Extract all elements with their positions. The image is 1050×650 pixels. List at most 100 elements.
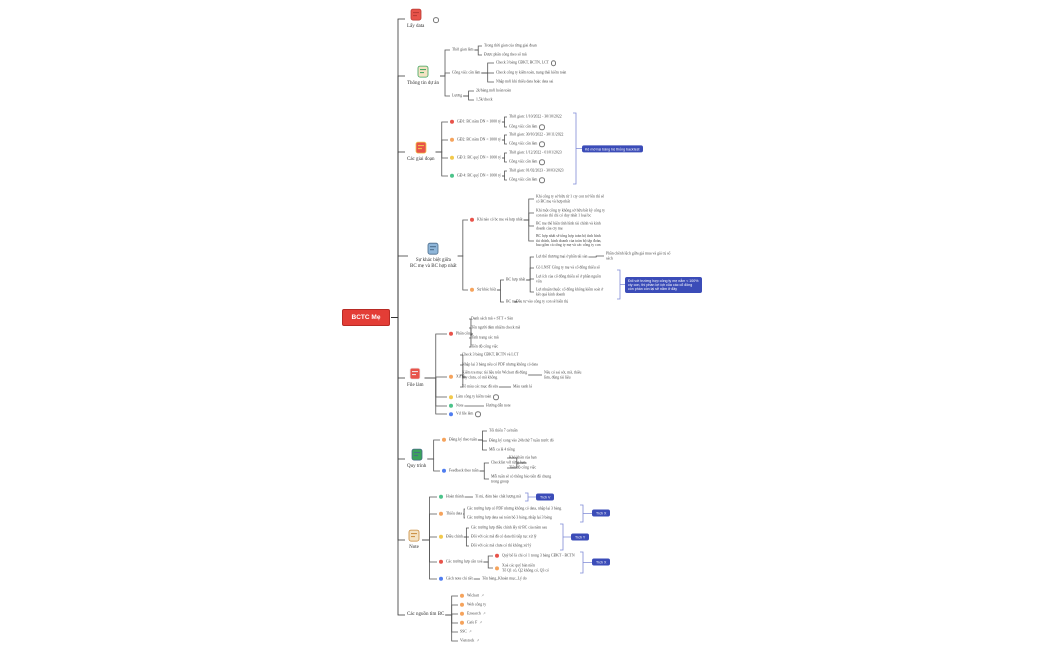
branch-4[interactable]: File làm <box>407 367 424 389</box>
topic-node[interactable]: Vd file làm <box>449 411 481 417</box>
topic-node[interactable]: Điều chỉnh <box>439 535 463 540</box>
tag-badge[interactable]: Tích X <box>592 509 611 517</box>
link-icon[interactable] <box>433 17 439 23</box>
topic-node[interactable]: Thời gian: 30/10/2022 - 30/11/2022 <box>509 133 563 138</box>
link-icon[interactable] <box>539 159 545 165</box>
tag-badge[interactable]: Tích Y <box>571 533 590 541</box>
link-icon[interactable] <box>539 177 545 183</box>
external-link-icon[interactable]: ↗ <box>476 638 480 643</box>
topic-node[interactable]: Khi một công ty không sở hữu bất kỳ công… <box>536 208 605 217</box>
branch-6[interactable]: Note <box>407 529 421 551</box>
branch-7[interactable]: Các nguồn tìm BC <box>407 612 444 618</box>
topic-node[interactable]: GĐ 4: BC quý DN < 1000 tỷ <box>450 174 501 179</box>
topic-node[interactable]: Checklist với từng bạn <box>491 461 526 466</box>
topic-node[interactable]: Khi nào có bc mẹ và hợp nhất <box>470 218 523 223</box>
topic-node[interactable]: Hoàn thành <box>439 495 464 500</box>
topic-node[interactable]: Các trường hợp data sai toàn bộ 3 bảng, … <box>467 516 552 521</box>
topic-node[interactable]: Làm công ty kiểm toán <box>449 394 499 400</box>
topic-node[interactable]: Tên bảng_Khoản mục_Lý do <box>482 577 527 582</box>
topic-node[interactable]: GĐ 3: BC quý DN > 1000 tỷ <box>450 156 501 161</box>
link-icon[interactable] <box>550 60 557 66</box>
topic-node[interactable]: Tỉ mỉ, đảm bảo chất lượng mã <box>475 495 521 500</box>
topic-node[interactable]: Wichart ↗ <box>460 594 484 599</box>
root-node[interactable]: BCTC Mẹ <box>342 309 390 326</box>
topic-node[interactable]: BC hợp nhất <box>506 278 525 283</box>
branch-1[interactable]: Thông tin dự án <box>407 65 439 87</box>
topic-node[interactable]: Tô màu các mục đã sửa <box>462 385 498 390</box>
topic-node[interactable]: Tiến độ công việc <box>471 345 498 350</box>
topic-node[interactable]: Các trường hợp cần xoá <box>439 560 482 565</box>
topic-node[interactable]: Quý bổ là chỉ có 1 trong 3 bảng CĐKT - B… <box>495 554 575 559</box>
topic-node[interactable]: Phần chênh lệch giữa giá mua và giá trị … <box>606 251 670 260</box>
topic-node[interactable]: Đầu tư vào công ty con sẽ hiển thị <box>516 300 568 305</box>
topic-node[interactable]: Sự khác biệt <box>470 288 496 293</box>
topic-node[interactable]: Công việc cần làm <box>509 124 545 130</box>
topic-node[interactable]: Thời gian: 1/12/2022 - 01/01/2023 <box>509 151 562 156</box>
topic-node[interactable]: Thời gian làm <box>452 48 473 53</box>
topic-node[interactable]: Cafe F ↗ <box>460 621 482 626</box>
link-icon[interactable] <box>539 124 545 130</box>
topic-node[interactable]: BC mẹ thể hiện tình hình tài chính và ki… <box>536 221 601 230</box>
topic-node[interactable]: Ezsearch ↗ <box>460 612 486 617</box>
topic-node[interactable]: SSC ↗ <box>460 630 472 635</box>
branch-2[interactable]: Các giai đoạn <box>407 141 435 163</box>
callout-box[interactable]: Đối với trường hợp công ty mẹ nắm < 100%… <box>625 277 702 293</box>
topic-node[interactable]: Công việc cần làm <box>509 177 545 183</box>
topic-node[interactable]: Thiếu data <box>439 512 462 517</box>
topic-node[interactable]: Màu xanh lá <box>513 385 532 390</box>
topic-node[interactable]: Vietstock ↗ <box>460 639 479 644</box>
topic-node[interactable]: Hướng dẫn note <box>486 404 511 409</box>
topic-node[interactable]: Khó khăn của bạn <box>509 456 537 461</box>
topic-node[interactable]: Có LNST Công ty mẹ và cổ đông thiểu số <box>536 266 600 271</box>
topic-node[interactable]: Các trường hợp điều chỉnh lấy từ BC của … <box>471 526 547 531</box>
topic-node[interactable]: GĐ1: BC năm DN > 1000 tỷ <box>450 120 501 125</box>
topic-node[interactable]: Feedback theo tuần <box>442 469 479 474</box>
topic-node[interactable]: Lợi nhuận thuộc cổ đông không kiểm soát … <box>536 287 603 296</box>
topic-node[interactable]: Đối với các mã chưa có thì không xử lý <box>471 544 531 549</box>
link-icon[interactable] <box>493 394 499 400</box>
topic-node[interactable]: Mỗi ca là 4 tiếng <box>489 448 515 453</box>
topic-node[interactable]: Tình trạng các mã <box>471 336 499 341</box>
topic-node[interactable]: Lợi thế thương mại ở phần tài sản <box>536 255 587 260</box>
topic-node[interactable]: Danh sách mã + STT + Sàn <box>471 317 513 322</box>
tag-badge[interactable]: Tích V <box>536 493 555 501</box>
topic-node[interactable]: Check công ty kiểm toán, trạng thái kiểm… <box>496 71 566 76</box>
topic-node[interactable]: Xoá các quý bán niên Tổ Q1 có, Q2 không … <box>495 563 549 572</box>
link-icon[interactable] <box>475 411 481 417</box>
topic-node[interactable]: Đăng ký xong vào 24h thứ 7 tuần trước đó <box>489 439 554 444</box>
topic-node[interactable]: Công việc cần làm <box>452 71 480 76</box>
topic-node[interactable]: Thời gian: 1/10/2022 - 30/10/2022 <box>509 115 562 120</box>
topic-node[interactable]: Web công ty <box>460 603 486 608</box>
topic-node[interactable]: Các trường hợp có PDF nhưng không có dat… <box>467 507 561 512</box>
topic-node[interactable]: Xử lý <box>449 375 465 380</box>
external-link-icon[interactable]: ↗ <box>481 593 485 598</box>
topic-node[interactable]: Thời gian: 01/02/2023 - 30/03/2023 <box>509 169 564 174</box>
topic-node[interactable]: Check 3 bảng CĐKT, BCTN và LCT <box>462 353 519 358</box>
topic-node[interactable]: Tên người đảm nhiệm check mã <box>471 326 520 331</box>
topic-node[interactable]: Note <box>449 404 463 409</box>
topic-node[interactable]: Tiến độ công việc <box>509 466 536 471</box>
external-link-icon[interactable]: ↗ <box>468 629 472 634</box>
external-link-icon[interactable]: ↗ <box>482 611 486 616</box>
topic-node[interactable]: BC hợp nhất sẽ tổng hợp toàn bộ tình hìn… <box>536 234 601 248</box>
topic-node[interactable]: Công việc cần làm <box>509 141 545 147</box>
topic-node[interactable]: Khi công ty sở hữu từ 1 cty con trở lên … <box>536 194 604 203</box>
topic-node[interactable]: Đối với các mã đã có data thì tiếp tục x… <box>471 535 537 540</box>
branch-0[interactable]: Lấy data <box>407 8 439 30</box>
topic-node[interactable]: Trong thời gian của từng giai đoạn <box>484 44 537 49</box>
branch-3[interactable]: Sự khác biệt giữa BC mẹ và BC hợp nhất <box>410 242 457 270</box>
topic-node[interactable]: Đăng ký theo tuần <box>442 438 477 443</box>
external-link-icon[interactable]: ↗ <box>479 620 483 625</box>
topic-node[interactable]: Cách note chi tiết <box>439 577 473 582</box>
topic-node[interactable]: Lương <box>452 94 462 99</box>
topic-node[interactable]: GĐ2: BC năm DN < 1000 tỷ <box>450 138 501 143</box>
topic-node[interactable]: 2k/bảng mới hoàn toàn <box>476 89 511 94</box>
topic-node[interactable]: Nhập lại 3 bảng nếu có PDF nhưng không c… <box>462 363 538 368</box>
link-icon[interactable] <box>539 141 545 147</box>
topic-node[interactable]: Nhập mới khi thiếu data hoặc data sai <box>496 80 553 85</box>
topic-node[interactable]: Mỗi tuần sẽ có thông báo tiến độ chung t… <box>491 474 551 483</box>
tag-badge[interactable]: Tích X <box>592 558 611 566</box>
topic-node[interactable]: 1,5k/check <box>476 98 493 103</box>
topic-node[interactable]: Nếu có sai sót, mã, thiếu làm, đúng tài … <box>544 370 581 379</box>
topic-node[interactable]: Kiểm tra mục tài liệu trên Wichart đã đú… <box>462 370 527 379</box>
